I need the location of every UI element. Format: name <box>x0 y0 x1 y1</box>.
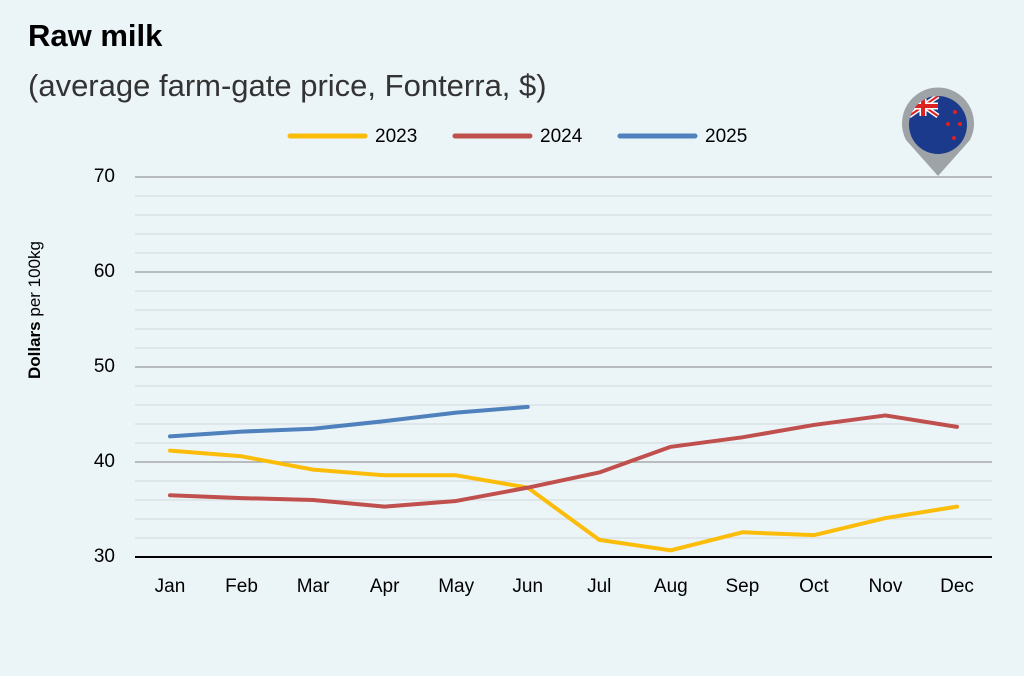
x-tick-label: Mar <box>297 576 330 597</box>
x-tick-label: Aug <box>654 576 688 597</box>
legend-label: 2023 <box>375 126 417 147</box>
flag-pin <box>902 87 974 176</box>
y-tick-label: 60 <box>94 261 115 282</box>
y-tick-label: 50 <box>94 356 115 377</box>
x-tick-label: Jun <box>512 576 543 597</box>
series-line <box>168 413 959 509</box>
x-tick-label: May <box>438 576 474 597</box>
series-line <box>168 448 959 553</box>
y-tick-label: 30 <box>94 546 115 567</box>
x-tick-label: Feb <box>225 576 258 597</box>
x-tick-label: Dec <box>940 576 974 597</box>
legend-label: 2024 <box>540 126 583 147</box>
chart-subtitle: (average farm-gate price, Fonterra, $) <box>28 68 547 103</box>
x-tick-label: Oct <box>799 576 829 597</box>
y-tick-label: 70 <box>94 166 115 187</box>
y-axis-label-rest: per 100kg <box>25 241 44 317</box>
x-tick-label: Sep <box>725 576 759 597</box>
x-tick-label: Apr <box>370 576 400 597</box>
y-axis-label-bold: Dollars <box>25 321 44 379</box>
legend-label: 2025 <box>705 126 747 147</box>
x-tick-label: Jul <box>587 576 611 597</box>
y-axis-label: Dollars per 100kg <box>25 241 44 379</box>
y-tick-label: 40 <box>94 451 115 472</box>
series-line <box>168 404 530 439</box>
x-tick-label: Nov <box>869 576 903 597</box>
chart-title: Raw milk <box>28 18 163 53</box>
x-tick-label: Jan <box>155 576 186 597</box>
